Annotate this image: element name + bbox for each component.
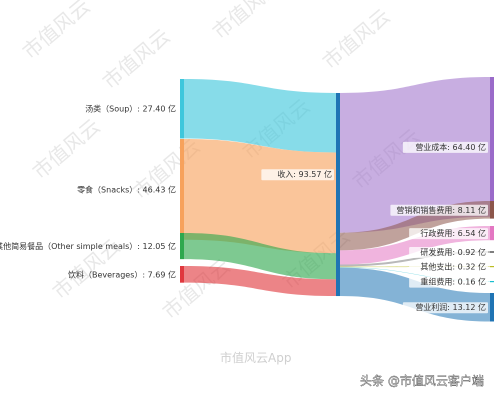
target-label-4: 其他支出: 0.32 亿 (420, 262, 486, 272)
link-layer (184, 77, 490, 322)
link-target-6 (340, 267, 490, 322)
label-layer: 汤类（Soup）: 27.40 亿零食（Snacks）: 46.43 亿其他简易… (0, 104, 488, 314)
target-node-2 (490, 226, 494, 241)
target-label-3-bg (409, 246, 488, 258)
target-node-1 (490, 201, 494, 219)
watermark-text: 市值风云 (28, 114, 105, 184)
target-label-5: 重组费用: 0.16 亿 (420, 277, 486, 287)
target-node-6 (490, 293, 494, 322)
source-label-2: 其他简易餐品（Other simple meals）: 12.05 亿 (0, 241, 176, 251)
center-label: 收入: 93.57 亿 (277, 169, 332, 179)
watermark-text: 市值风云 (318, 4, 395, 74)
footer-right-text: 头条 @市值风云客户端 (360, 373, 484, 388)
footer: 市值风云App 头条 @市值风云客户端 (220, 350, 484, 388)
link-target-5 (340, 267, 490, 282)
target-label-2: 行政费用: 6.54 亿 (420, 228, 486, 238)
target-node-0 (490, 77, 494, 217)
target-label-1: 营销和销售费用: 8.11 亿 (396, 205, 486, 215)
target-label-4-bg (409, 261, 488, 273)
source-node-2 (180, 233, 184, 260)
footer-left-text: 市值风云App (220, 350, 291, 365)
source-label-0: 汤类（Soup）: 27.40 亿 (85, 104, 176, 114)
target-label-6: 营业利润: 13.12 亿 (415, 302, 486, 312)
watermark-text: 市值风云 (98, 24, 175, 94)
link-source-1 (184, 139, 336, 254)
source-label-3: 饮料（Beverages）: 7.69 亿 (68, 269, 176, 279)
link-source-3 (184, 266, 336, 297)
center-label-bg (261, 169, 334, 181)
link-source-0 (184, 79, 336, 153)
source-node-1 (180, 139, 184, 240)
link-source-2 (184, 233, 336, 280)
watermark-text: 市值风云 (18, 0, 95, 64)
target-label-3: 研发费用: 0.92 亿 (420, 247, 486, 257)
link-target-3 (340, 251, 490, 267)
target-node-4 (490, 266, 494, 268)
target-label-2-bg (409, 228, 488, 240)
source-node-3 (180, 266, 184, 283)
target-label-1-bg (390, 204, 488, 216)
source-node-0 (180, 79, 184, 139)
watermark-text: 市值风云 (158, 254, 235, 324)
center-node (336, 93, 340, 297)
target-label-5-bg (409, 276, 488, 288)
target-label-0: 营业成本: 64.40 亿 (415, 142, 486, 152)
link-target-0 (340, 77, 490, 233)
target-label-0-bg (402, 141, 488, 153)
target-label-6-bg (402, 302, 488, 314)
node-layer (180, 77, 494, 322)
target-node-3 (490, 251, 494, 253)
target-node-5 (490, 281, 494, 283)
source-label-1: 零食（Snacks）: 46.43 亿 (77, 184, 176, 194)
watermark-text: 市值风云 (208, 0, 285, 44)
